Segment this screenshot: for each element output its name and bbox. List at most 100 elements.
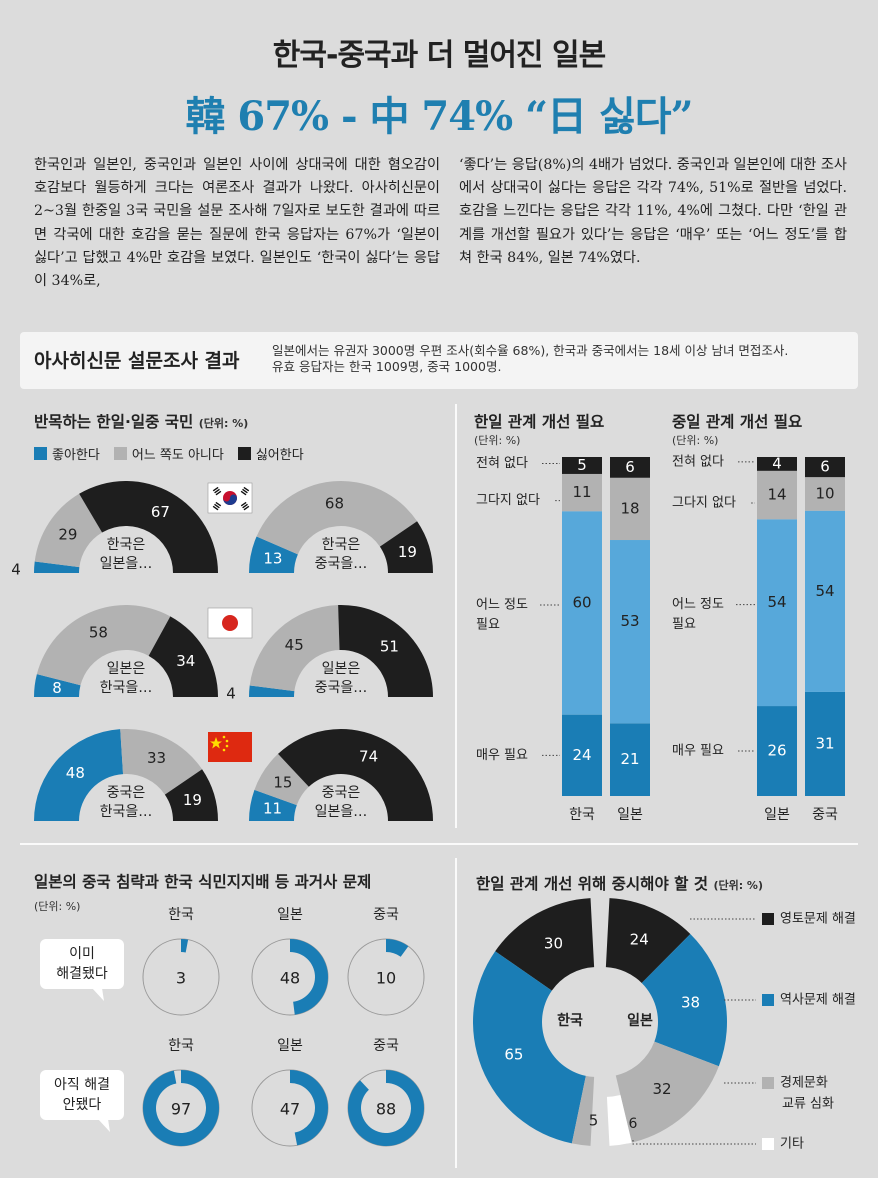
speech-bubble [40, 939, 124, 989]
gauge-value-label: 11 [263, 800, 282, 818]
bar-segment [610, 477, 650, 541]
donut-arc [290, 1070, 329, 1146]
donut-value-label: 97 [171, 1100, 191, 1119]
bar-segment [757, 519, 797, 707]
gauge-center-label: 한국을… [100, 680, 153, 696]
split-donut-segment [605, 898, 691, 983]
chart5-leader-line [632, 1140, 756, 1145]
bar-series-label: 필요 [672, 617, 696, 632]
divider-horizontal [20, 843, 858, 845]
bar-segment [562, 714, 602, 796]
chart1-unit: (단위: %) [198, 417, 249, 430]
donut-arc [290, 939, 329, 1015]
chart5-legend-label: 경제문화 [780, 1076, 828, 1091]
bar-series-label: 어느 정도 [476, 597, 528, 612]
chart5-legend-label: 역사문제 해결 [780, 993, 856, 1008]
gauge-value-label: 58 [89, 624, 108, 642]
bar-segment [562, 457, 602, 474]
korea-flag-trigram [212, 486, 219, 492]
bar-value-label: 53 [620, 612, 639, 630]
chart5-title-text: 한일 관계 개선 위해 중시해야 할 것 [476, 875, 709, 893]
gauge-segment [79, 480, 219, 573]
chart5-unit: (단위: %) [713, 879, 763, 892]
gauge-value-label: 74 [359, 748, 378, 766]
divider-vertical-bottom [455, 858, 457, 1168]
gauge-center-label: 일본을… [315, 804, 368, 820]
bar-segment [805, 477, 845, 511]
korea-flag-trigram [215, 501, 222, 507]
page-title: 한국-중국과 더 멀어진 일본 [272, 38, 606, 73]
gauge-segment [249, 685, 295, 697]
gauge-segment [34, 674, 81, 697]
speech-bubble-tail [92, 988, 104, 1001]
speech-bubble [40, 1070, 124, 1120]
chart1-title-text: 반목하는 한일·일중 국민 [34, 413, 194, 431]
gauge-segment [338, 605, 433, 697]
gauge-center-label: 중국을… [315, 680, 368, 696]
bar-category-label: 일본 [617, 807, 643, 823]
korea-flag-trigram [240, 501, 247, 507]
china-flag-star [210, 737, 222, 749]
bar-category-label: 한국 [569, 807, 595, 823]
gauge-segment [148, 616, 218, 697]
bar-segment [757, 470, 797, 520]
split-donut-segment [473, 951, 586, 1144]
speech-bubble-text: 이미 [69, 946, 95, 962]
gauge-center-label: 중국은 [107, 785, 146, 801]
legend-like: 좋아한다 [34, 444, 100, 463]
split-donut-country-label: 일본 [627, 1013, 653, 1029]
gauge-center-label: 일본은 [107, 661, 146, 677]
gauge-value-label: 29 [58, 525, 77, 543]
korea-flag-trigram [214, 488, 220, 494]
bar-value-label: 18 [620, 499, 639, 517]
speech-bubble-text: 해결됐다 [56, 966, 108, 982]
bar-segment [805, 691, 845, 796]
bar-series-label: 전혀 없다 [672, 454, 724, 469]
gauge-value-label: 4 [226, 685, 236, 703]
china-flag-small-star [222, 748, 226, 752]
china-flag [208, 732, 252, 762]
korea-flag-circle-blue [223, 494, 237, 505]
chart4-unit: (단위: %) [34, 900, 81, 913]
chart5-legend-label: 교류 심화 [782, 1097, 834, 1112]
korea-flag-trigram [242, 503, 248, 509]
chart5-legend-swatch [762, 1077, 774, 1089]
gauge-value-label: 51 [380, 638, 399, 656]
gauge-value-label: 45 [285, 636, 304, 654]
chart5-legend-swatch [762, 1138, 774, 1150]
gauge-center-label: 일본은 [322, 661, 361, 677]
survey-note-line1: 일본에서는 유권자 3000명 우편 조사(회수율 68%), 한국과 중국에서… [272, 343, 789, 358]
split-donut-segment [615, 1041, 719, 1143]
bar-value-label: 31 [815, 734, 834, 752]
gauge-value-label: 67 [151, 503, 170, 521]
donut-country-label: 한국 [168, 1038, 194, 1054]
bar-series-label: 어느 정도 [672, 597, 724, 612]
gauge-center-label: 한국을… [100, 804, 153, 820]
japan-flag-circle [222, 615, 238, 631]
gauge-segment [249, 605, 340, 692]
donut-value-label: 48 [280, 969, 300, 988]
split-donut-value: 6 [629, 1116, 638, 1132]
chart5-title: 한일 관계 개선 위해 중시해야 할 것 (단위: %) [476, 872, 763, 894]
bar-value-label: 60 [572, 593, 591, 611]
speech-bubble-text: 안됐다 [63, 1097, 102, 1113]
china-flag-small-star [222, 735, 226, 739]
gauge-center-label: 한국은 [107, 537, 146, 553]
speech-bubble-tail [98, 1119, 110, 1132]
survey-title: 아사히신문 설문조사 결과 [34, 350, 240, 372]
donut-value-label: 3 [176, 969, 186, 988]
bar-value-label: 6 [820, 458, 830, 476]
chart2-unit: (단위: %) [474, 434, 521, 447]
gauge-value-label: 15 [273, 773, 292, 791]
split-donut-segment [606, 1094, 632, 1146]
korea-flag-trigram [243, 486, 250, 492]
gauge-value-label: 13 [263, 549, 282, 567]
gauge-value-label: 4 [11, 561, 21, 579]
bar-category-label: 중국 [812, 807, 838, 823]
bar-series-label: 그다지 없다 [476, 493, 540, 508]
donut-arc [348, 1070, 424, 1146]
gauge-value-label: 8 [52, 679, 62, 697]
split-donut-value: 32 [652, 1080, 671, 1098]
bar-value-label: 21 [620, 750, 639, 768]
bar-segment [757, 457, 797, 471]
